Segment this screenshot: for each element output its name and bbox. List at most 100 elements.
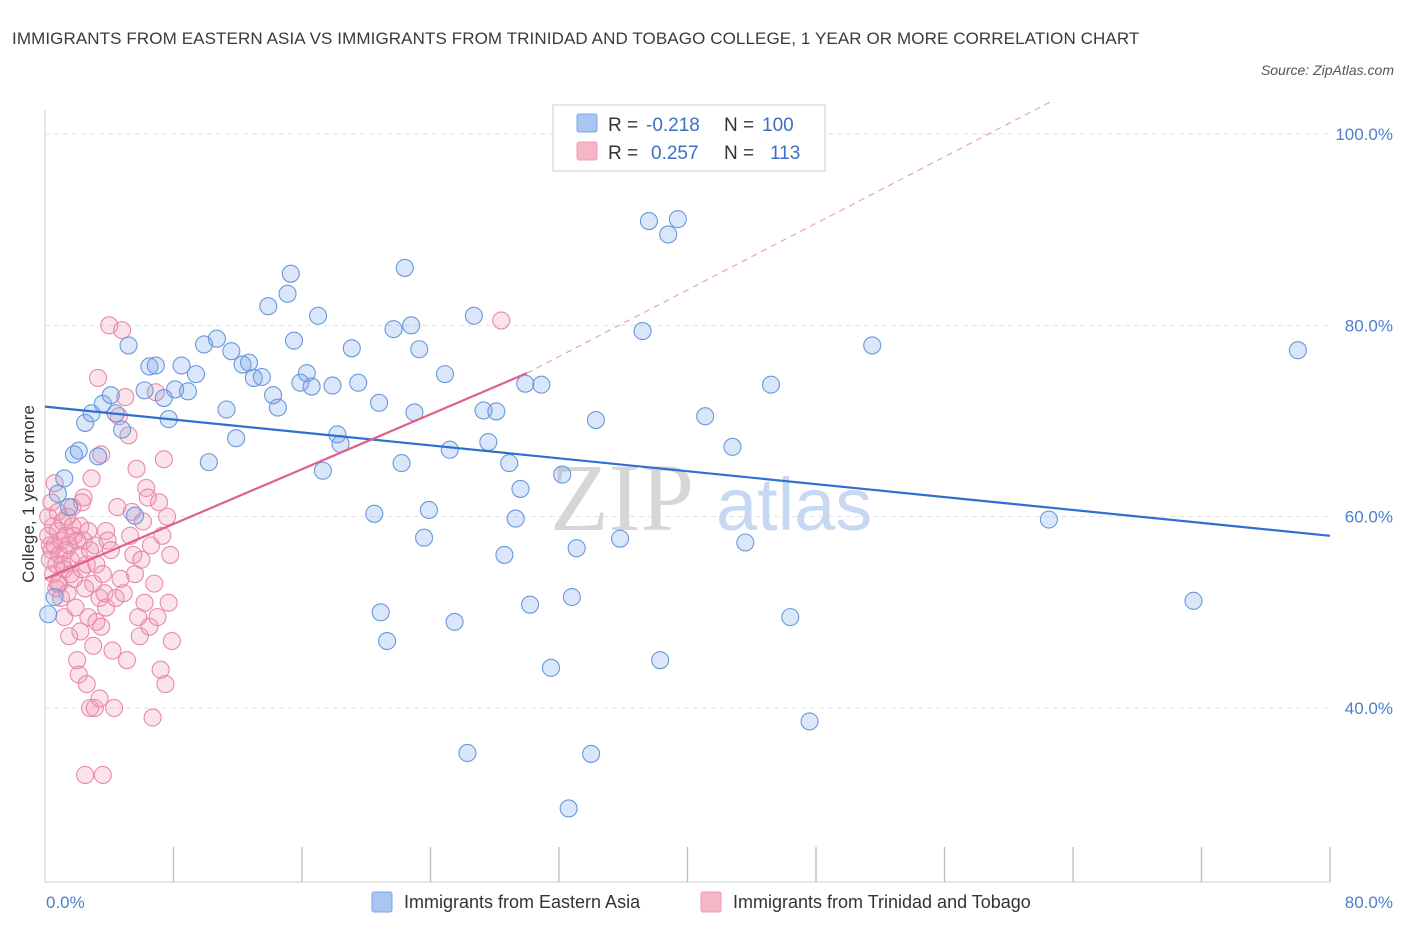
data-point	[435, 365, 455, 384]
data-point	[395, 258, 414, 277]
y-tick-labels: 100.0% 80.0% 60.0% 40.0%	[1335, 125, 1393, 718]
data-point	[125, 506, 144, 525]
data-point	[268, 398, 287, 417]
stats-n-label-2: N =	[724, 143, 754, 164]
data-point	[84, 636, 103, 655]
data-point	[222, 342, 241, 361]
data-point	[516, 374, 535, 393]
y-tick-label: 40.0%	[1345, 699, 1393, 718]
data-point	[281, 264, 300, 283]
data-point	[48, 502, 67, 521]
data-point	[445, 612, 464, 631]
data-point	[135, 593, 154, 612]
source-label: Source: ZipAtlas.com	[1260, 62, 1394, 78]
data-point	[378, 631, 397, 651]
data-point	[90, 588, 109, 608]
data-point	[117, 651, 136, 670]
stats-n-value-1: 100	[762, 115, 794, 136]
data-point	[68, 651, 87, 670]
data-point	[80, 698, 100, 718]
data-point	[419, 500, 438, 520]
stats-n-value-2: 113	[770, 143, 800, 164]
data-point	[64, 526, 83, 545]
trend-lines	[44, 100, 1331, 580]
data-point	[85, 698, 104, 718]
data-point	[309, 306, 328, 325]
series-eastern-asia-points	[39, 210, 1307, 818]
data-point	[207, 329, 226, 348]
data-point	[521, 595, 540, 614]
stats-r-label-2: R =	[608, 143, 638, 164]
data-point	[145, 574, 164, 593]
data-point	[371, 603, 390, 622]
data-point	[156, 675, 175, 694]
x-tick-min: 0.0%	[46, 893, 85, 912]
data-point	[119, 336, 138, 355]
data-point	[105, 698, 124, 718]
data-point	[43, 517, 63, 536]
data-point	[111, 569, 130, 588]
y-tick-label: 60.0%	[1345, 508, 1393, 527]
data-point	[639, 212, 659, 231]
y-axis-label: College, 1 year or more	[19, 405, 38, 583]
data-point	[506, 509, 525, 528]
watermark-zip: ZIP	[550, 444, 694, 551]
chart-title: IMMIGRANTS FROM EASTERN ASIA VS IMMIGRAN…	[12, 29, 1140, 48]
data-point	[154, 450, 173, 469]
data-point	[323, 376, 342, 395]
data-point	[146, 356, 165, 375]
data-point	[402, 316, 421, 335]
data-point	[130, 627, 149, 646]
data-point	[69, 441, 88, 460]
data-point	[39, 507, 58, 526]
data-point	[392, 454, 411, 473]
series-trinidad-points	[39, 311, 511, 785]
data-point	[384, 320, 403, 339]
data-point	[148, 608, 167, 627]
data-point	[114, 584, 133, 603]
data-point	[76, 765, 95, 785]
data-point	[95, 584, 114, 603]
data-point	[161, 545, 180, 564]
grid-lines	[45, 133, 1330, 709]
data-point	[479, 432, 498, 452]
data-point	[562, 587, 581, 607]
data-point	[48, 484, 67, 503]
data-point	[116, 388, 135, 407]
data-point	[151, 660, 170, 679]
trend-line-trinidad	[44, 372, 528, 580]
data-point	[349, 373, 368, 392]
data-point	[217, 400, 236, 419]
data-point	[586, 410, 605, 430]
data-point	[45, 587, 64, 607]
legend-label-trinidad: Immigrants from Trinidad and Tobago	[733, 892, 1031, 912]
data-point	[252, 367, 271, 387]
data-point	[781, 608, 800, 627]
data-point	[71, 622, 90, 641]
data-point	[48, 574, 67, 593]
data-point	[458, 743, 477, 763]
data-point	[284, 331, 304, 350]
data-point	[39, 605, 58, 624]
data-point	[138, 488, 157, 507]
data-point	[492, 311, 511, 330]
data-point	[58, 507, 77, 526]
stats-r-value-1: -0.218	[646, 115, 700, 136]
data-point	[96, 598, 116, 617]
data-point	[668, 210, 687, 229]
data-point	[172, 356, 191, 375]
data-point	[365, 504, 384, 523]
data-point	[199, 453, 218, 472]
data-point	[158, 507, 177, 526]
data-point	[82, 469, 101, 488]
stats-box: R = -0.218 N = 100 R = 0.257 N = 113	[552, 104, 826, 172]
data-point	[178, 382, 198, 401]
data-point	[227, 429, 246, 448]
data-point	[233, 355, 252, 374]
data-point	[96, 521, 116, 541]
data-point	[45, 474, 64, 493]
data-point	[159, 593, 178, 612]
data-point	[74, 488, 93, 507]
data-point	[567, 539, 586, 558]
data-point	[651, 651, 670, 670]
